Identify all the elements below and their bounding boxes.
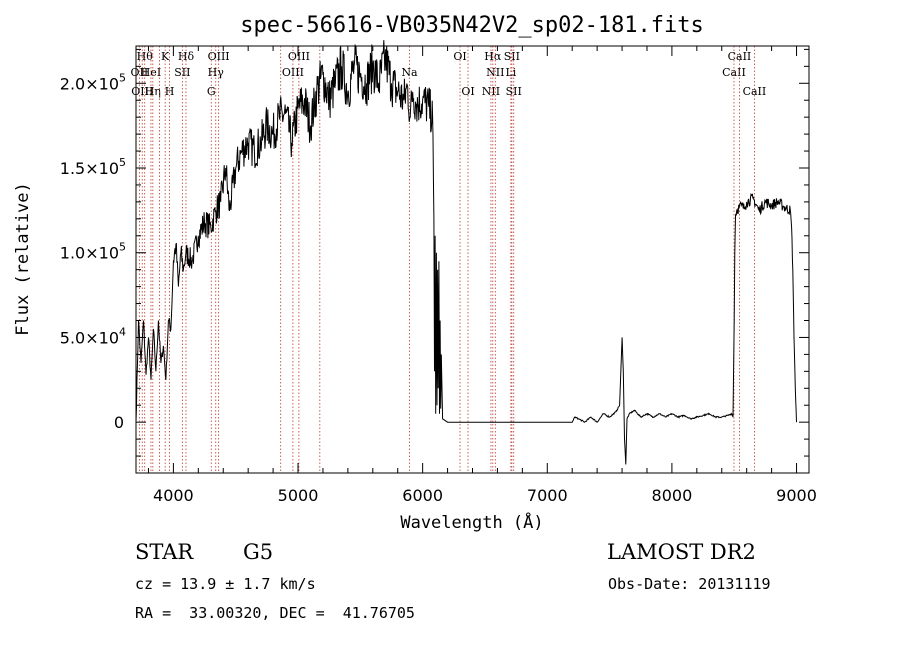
line-marker-label: SII [174, 66, 190, 79]
y-tick-exponent: 5 [119, 156, 126, 169]
survey-name: LAMOST DR2 [607, 540, 756, 564]
x-tick-label: 9000 [776, 486, 817, 505]
line-marker-label: G [207, 85, 216, 98]
y-tick-mantissa: 2.0×10 [60, 74, 119, 93]
y-tick-label: 1.5×105 [60, 156, 126, 178]
y-tick-mantissa: 0 [114, 413, 124, 432]
y-tick-label: 1.0×105 [60, 241, 126, 263]
line-marker-label: H [165, 85, 175, 98]
emission-line-markers: Hθ OII OIII HeI Hη K H SII Hδ G Hγ OIII OIII OIII Na OI… [131, 46, 767, 473]
line-marker-label: Hδ [178, 50, 195, 63]
line-marker-label: CaII [728, 50, 752, 63]
line-marker-label: OI [461, 85, 474, 98]
line-marker-label: NII [486, 66, 504, 79]
x-tick-label: 6000 [402, 486, 443, 505]
axis-ticks: 4000 5000 6000 7000 8000 900005.0×1041.0×1051… [60, 46, 817, 505]
line-marker-label: Na [401, 66, 418, 79]
x-tick-label: 7000 [527, 486, 568, 505]
line-marker-label: OIII [282, 66, 304, 79]
line-marker-label: Hθ [137, 50, 154, 63]
line-marker-label: CaII [743, 85, 767, 98]
x-axis-label: Wavelength (Å) [400, 511, 543, 533]
coordinates: RA = 33.00320, DEC = 41.76705 [135, 604, 415, 622]
line-marker-label: K [161, 50, 170, 63]
spectrum-line [135, 40, 797, 465]
line-marker-label: SII [504, 50, 520, 63]
line-marker-label: SII [506, 85, 522, 98]
y-tick-label: 5.0×104 [60, 325, 126, 347]
object-class: STAR [135, 540, 194, 564]
y-axis-label: Flux (relative) [13, 182, 33, 336]
x-tick-label: 4000 [153, 486, 194, 505]
line-marker-label: CaII [722, 66, 746, 79]
x-tick-label: 5000 [278, 486, 319, 505]
redshift-cz: cz = 13.9 ± 1.7 km/s [135, 575, 316, 593]
y-tick-mantissa: 5.0×10 [60, 328, 119, 347]
y-tick-exponent: 5 [119, 241, 126, 254]
line-marker-label: OI [453, 50, 466, 63]
line-marker-label: Hη [145, 85, 161, 98]
chart-title: spec-56616-VB035N42V2_sp02-181.fits [240, 13, 704, 38]
x-tick-label: 8000 [652, 486, 693, 505]
y-tick-label: 2.0×105 [60, 71, 126, 93]
line-marker-label: HeI [141, 66, 161, 79]
line-marker-label: Li [505, 66, 516, 79]
line-marker-label: OIII [288, 50, 310, 63]
plot-frame [135, 45, 810, 474]
y-tick-label: 0 [114, 413, 124, 432]
line-marker-label: OII [131, 66, 149, 79]
obs-date: Obs-Date: 20131119 [608, 575, 771, 593]
line-marker-label: Hγ [208, 66, 225, 79]
line-marker-label: OIII [208, 50, 230, 63]
line-marker-label: OIII [131, 85, 153, 98]
y-tick-mantissa: 1.5×10 [60, 159, 119, 178]
line-marker-label: Hα [484, 50, 502, 63]
y-tick-exponent: 5 [119, 71, 126, 84]
object-subclass: G5 [243, 540, 274, 564]
line-marker-label: NII [482, 85, 500, 98]
y-tick-exponent: 4 [119, 325, 126, 338]
y-tick-mantissa: 1.0×10 [60, 244, 119, 263]
